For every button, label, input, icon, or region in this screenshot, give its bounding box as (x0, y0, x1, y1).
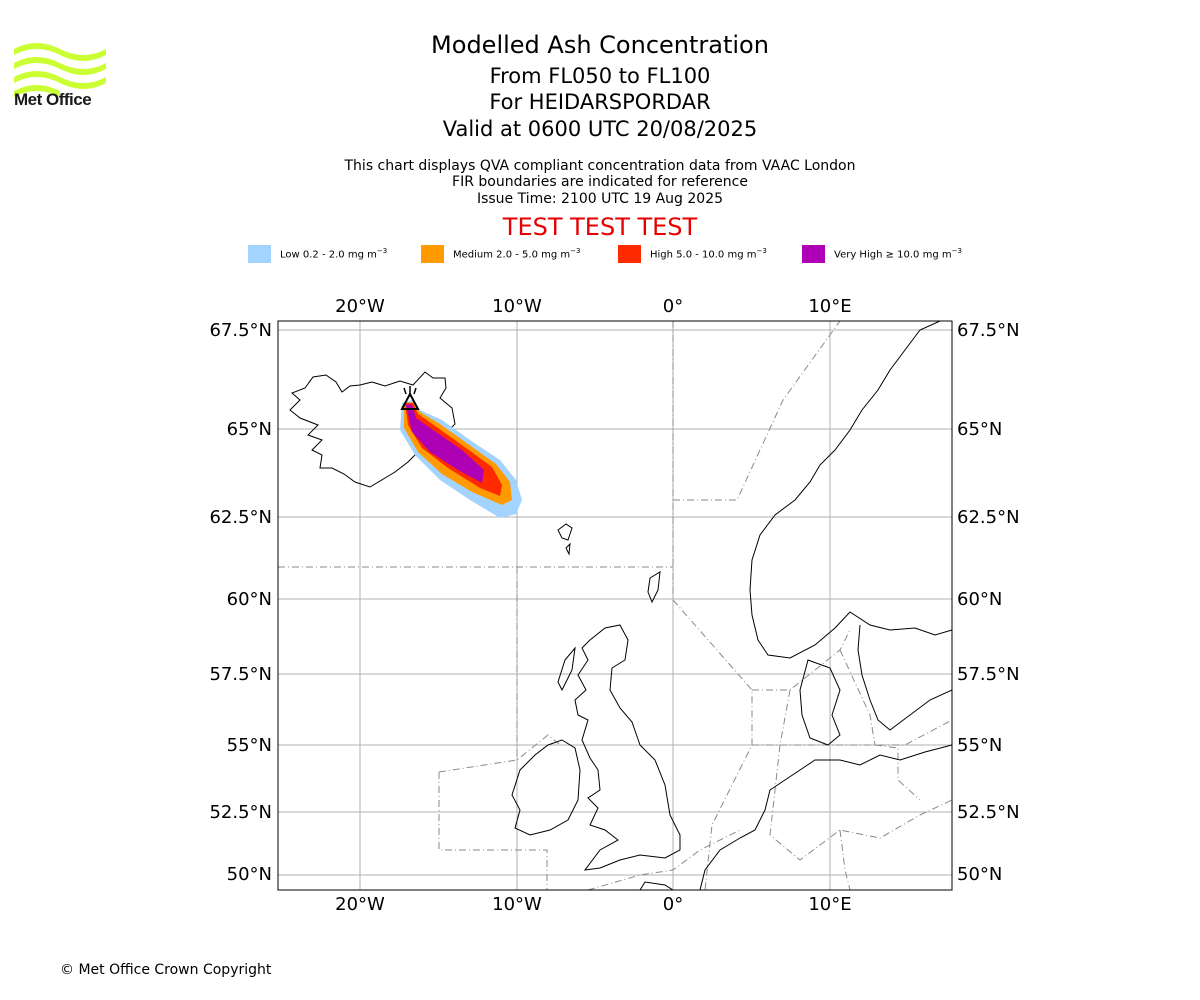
lon-labels-top: 20°W 10°W 0° 10°E (335, 296, 851, 317)
lat-label-left: 50°N (227, 864, 272, 885)
legend-label-low: Low 0.2 - 2.0 mg m (280, 249, 377, 261)
ash-very-high (406, 404, 484, 483)
chart-title: Modelled Ash Concentration (431, 31, 769, 59)
lat-label-left: 55°N (227, 735, 272, 756)
lat-labels-left: 67.5°N 65°N 62.5°N 60°N 57.5°N 55°N 52.5… (209, 320, 272, 885)
met-office-logo (14, 43, 106, 97)
legend-item-high: High 5.0 - 10.0 mg m−3 (618, 244, 767, 264)
valid-time: Valid at 0600 UTC 20/08/2025 (442, 117, 758, 141)
lat-label-right: 52.5°N (957, 802, 1020, 823)
lat-label-left: 65°N (227, 419, 272, 440)
legend-swatch-medium (421, 245, 444, 263)
lon-label-bottom: 10°W (492, 894, 542, 915)
lon-label-top: 20°W (335, 296, 385, 317)
volcano-icon (400, 386, 420, 410)
lat-label-right: 55°N (957, 735, 1002, 756)
legend-label-medium: Medium 2.0 - 5.0 mg m (453, 249, 571, 261)
lat-label-left: 57.5°N (209, 664, 272, 685)
lon-label-top: 10°E (808, 296, 851, 317)
lat-label-right: 57.5°N (957, 664, 1020, 685)
copyright-notice: © Met Office Crown Copyright (60, 962, 272, 978)
lon-labels-bottom: 20°W 10°W 0° 10°E (335, 894, 851, 915)
volcano-name: For HEIDARSPORDAR (489, 90, 711, 114)
legend-swatch-high (618, 245, 641, 263)
ash-plume (400, 400, 522, 518)
lat-label-left: 67.5°N (209, 320, 272, 341)
lat-labels-right: 67.5°N 65°N 62.5°N 60°N 57.5°N 55°N 52.5… (957, 320, 1020, 885)
legend-item-very-high: Very High ≥ 10.0 mg m−3 (802, 244, 962, 264)
lat-label-left: 52.5°N (209, 802, 272, 823)
legend-swatch-low (248, 245, 271, 263)
lon-label-top: 0° (663, 296, 683, 317)
flight-level-range: From FL050 to FL100 (489, 64, 711, 88)
lat-label-right: 67.5°N (957, 320, 1020, 341)
lon-label-bottom: 20°W (335, 894, 385, 915)
lat-label-right: 50°N (957, 864, 1002, 885)
lat-label-right: 60°N (957, 589, 1002, 610)
coastlines (289, 321, 952, 890)
legend-item-low: Low 0.2 - 2.0 mg m−3 (248, 244, 387, 264)
graticule (278, 321, 952, 890)
lon-label-top: 10°W (492, 296, 542, 317)
legend-label-very-high: Very High ≥ 10.0 mg m (834, 249, 952, 261)
lon-label-bottom: 0° (663, 894, 683, 915)
lat-label-left: 62.5°N (209, 507, 272, 528)
legend-label-high: High 5.0 - 10.0 mg m (650, 249, 757, 261)
legend-swatch-very-high (802, 245, 825, 263)
fir-boundaries (278, 321, 952, 890)
logo-wordmark: Met Office (14, 90, 92, 109)
lon-label-bottom: 10°E (808, 894, 851, 915)
test-banner: TEST TEST TEST (502, 213, 698, 241)
legend-item-medium: Medium 2.0 - 5.0 mg m−3 (421, 244, 580, 264)
description-line-2: FIR boundaries are indicated for referen… (452, 174, 748, 190)
lat-label-right: 65°N (957, 419, 1002, 440)
issue-time: Issue Time: 2100 UTC 19 Aug 2025 (476, 191, 724, 207)
lat-label-left: 60°N (227, 589, 272, 610)
description-line-1: This chart displays QVA compliant concen… (344, 158, 856, 174)
lat-label-right: 62.5°N (957, 507, 1020, 528)
map-frame (277, 320, 953, 891)
